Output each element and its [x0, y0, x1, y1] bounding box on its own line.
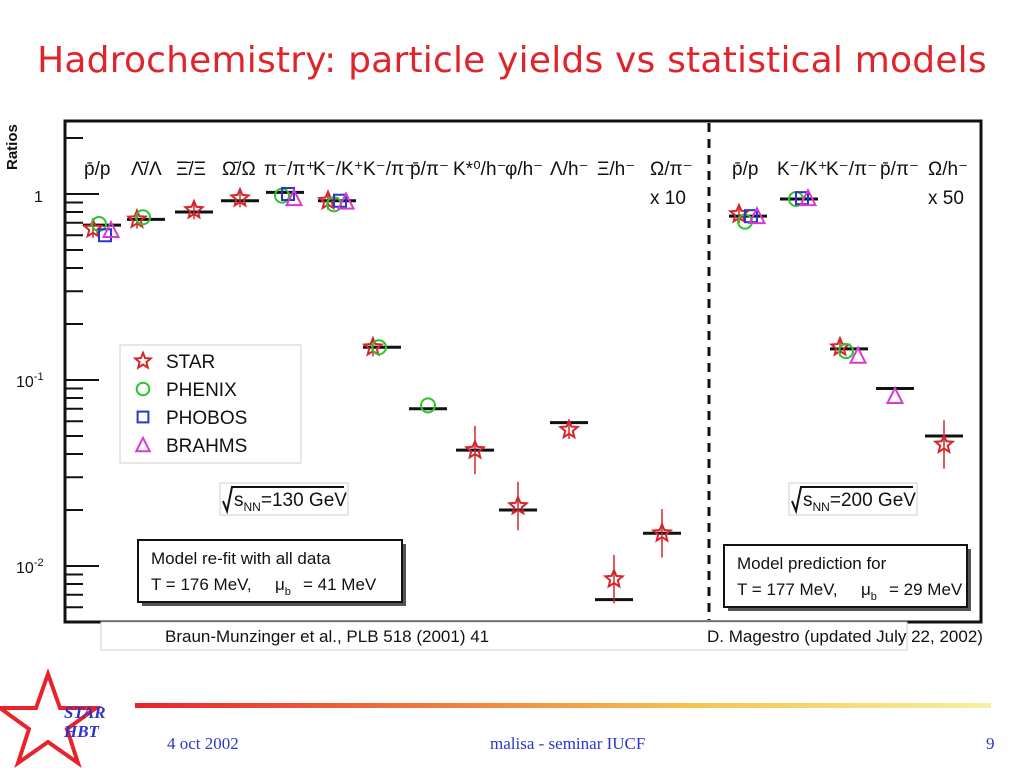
category-label: p̄/π⁻ — [880, 159, 919, 180]
data-point-star — [557, 418, 581, 440]
legend-label: BRAHMS — [166, 436, 247, 457]
category-label: K⁻/K⁺ — [313, 159, 364, 180]
data-point-phenix — [838, 343, 854, 360]
legend-label: STAR — [166, 352, 215, 373]
y-tick-label: 10-1 — [16, 371, 44, 391]
data-point-star — [228, 186, 252, 208]
reference-left: Braun-Munzinger et al., PLB 518 (2001) 4… — [165, 627, 489, 646]
category-label: p̄/π⁻ — [410, 159, 449, 180]
category-label: Ω̄/Ω — [222, 159, 256, 180]
category-sublabel: x 10 — [650, 188, 686, 209]
category-label: Ω/π⁻ — [650, 159, 693, 180]
model-box-130-temperature: T = 176 MeV, — [151, 575, 252, 594]
data-point-brahms — [336, 191, 356, 210]
category-label: Ξ/h⁻ — [597, 159, 635, 180]
legend-marker-star — [132, 350, 154, 370]
reference-strip — [100, 621, 908, 651]
energy-label-200-box — [788, 482, 918, 516]
energy-label-130-sqrt-symbol — [222, 486, 344, 515]
data-point-brahms — [101, 219, 121, 239]
footer-page-number: 9 — [986, 734, 995, 753]
energy-label-200-sqrt-symbol — [791, 486, 913, 515]
category-label: φ/h⁻ — [505, 159, 543, 180]
data-point-star — [506, 494, 530, 516]
data-point-phobos — [98, 228, 112, 243]
slide-title: Hadrochemistry: particle yields vs stati… — [37, 40, 987, 81]
legend-label: PHOBOS — [166, 408, 247, 429]
footer-divider — [135, 703, 991, 708]
category-label: Ω/h⁻ — [928, 159, 968, 180]
legend-marker-phenix — [135, 381, 151, 397]
model-box-130 — [137, 539, 403, 603]
category-label: K⁻/π⁻ — [363, 159, 414, 180]
reference-right: D. Magestro (updated July 22, 2002) — [707, 627, 983, 646]
data-point-phenix — [371, 339, 387, 356]
model-box-200-temperature: T = 177 MeV, — [737, 580, 838, 599]
energy-label-200: sNN=200 GeV — [803, 490, 916, 514]
model-box-130-line-1: Model re-fit with all data — [151, 549, 331, 568]
data-point-phenix — [135, 209, 151, 226]
data-point-star — [932, 432, 956, 454]
model-box-130-mu-value: = 41 MeV — [303, 575, 377, 594]
logo-text-line-2: HBT — [64, 722, 99, 741]
data-point-star — [602, 567, 626, 589]
category-sublabel: x 50 — [928, 188, 964, 209]
energy-label-130: sNN=130 GeV — [234, 490, 347, 514]
star-logo-icon — [0, 668, 103, 768]
data-point-phenix — [420, 397, 436, 414]
y-tick-label: 1 — [34, 189, 43, 206]
data-point-brahms — [848, 345, 868, 364]
data-point-brahms — [747, 205, 767, 225]
energy-label-130-box — [219, 482, 349, 516]
logo-text-line-1: STAR — [64, 703, 106, 722]
footer-date: 4 oct 2002 — [167, 734, 239, 753]
model-box-200-line-1: Model prediction for — [737, 554, 887, 573]
category-label: K⁻/π⁻ — [826, 159, 877, 180]
category-label: Λ̄/Λ — [131, 159, 162, 180]
model-box-200 — [723, 544, 968, 608]
logo-text: STAR HBT — [64, 703, 106, 741]
data-point-star — [463, 438, 487, 460]
category-label: π⁻/π⁺ — [264, 159, 316, 180]
data-point-star — [650, 521, 674, 543]
category-label: K*⁰/h⁻ — [453, 159, 507, 180]
category-label: Λ/h⁻ — [550, 159, 589, 180]
data-point-brahms — [885, 385, 905, 405]
legend-marker-brahms — [134, 435, 152, 453]
y-tick-label: 10-2 — [16, 557, 44, 577]
legend-label: PHENIX — [166, 380, 237, 401]
data-point-star — [81, 217, 105, 239]
category-label: p̄/p — [732, 159, 758, 180]
category-label: K⁻/K⁺ — [777, 159, 828, 180]
legend-box — [119, 344, 302, 464]
footer-center-text: malisa - seminar IUCF — [490, 734, 646, 753]
data-point-star — [182, 198, 206, 220]
category-label: Ξ̄/Ξ — [176, 159, 206, 180]
model-box-200-mu-value: = 29 MeV — [889, 580, 963, 599]
data-point-star — [125, 207, 149, 229]
category-label: p̄/p — [84, 159, 110, 180]
data-point-brahms — [284, 187, 304, 207]
data-point-brahms — [798, 187, 818, 207]
legend-marker-phobos — [136, 410, 150, 424]
